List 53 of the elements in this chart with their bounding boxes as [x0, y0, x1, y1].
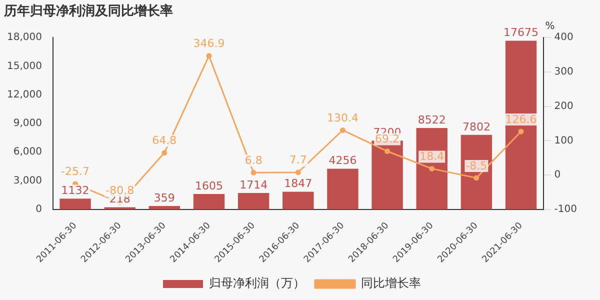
data-label: 126.6	[505, 112, 537, 126]
point	[340, 127, 346, 133]
y-tick-label: 15,000	[6, 60, 42, 72]
y2-tick-label: 400	[554, 32, 574, 44]
data-label: 69.2	[375, 132, 400, 146]
legend-label: 同比增长率	[361, 276, 421, 290]
bar	[238, 193, 270, 210]
data-label: 4256	[328, 154, 357, 168]
data-label: 6.8	[244, 154, 262, 168]
data-label: 7.7	[289, 154, 307, 167]
bar	[505, 40, 537, 210]
data-label: -80.8	[106, 184, 134, 198]
point	[250, 170, 256, 176]
bar	[60, 198, 91, 210]
y2-tick-label: 300	[554, 66, 574, 78]
y-tick-label: 18,000	[6, 32, 42, 44]
data-label: -25.7	[61, 165, 90, 178]
y-tick-label: 9,000	[13, 118, 42, 130]
data-label: 7802	[462, 120, 490, 134]
data-label: -8.5	[466, 159, 488, 172]
data-label: 1714	[240, 178, 268, 192]
y-tick-label: 3,000	[13, 175, 42, 186]
data-label: 17675	[504, 26, 539, 40]
data-label: 8522	[418, 113, 446, 126]
y2-tick-label: 100	[554, 135, 574, 146]
data-label: 1847	[284, 177, 312, 190]
y-tick-label: 12,000	[6, 89, 42, 100]
data-label: 18.4	[420, 150, 444, 164]
data-label: 359	[154, 191, 175, 204]
y-tick-label: 0	[36, 204, 42, 215]
point	[518, 128, 524, 134]
data-label: 64.8	[152, 134, 177, 148]
bar	[327, 168, 358, 210]
data-label: 218	[109, 192, 130, 206]
bar	[193, 194, 225, 210]
point	[162, 150, 168, 156]
point	[384, 148, 390, 154]
chart-title: 历年归母净利润及同比增长率	[3, 3, 173, 20]
y2-tick-label: -100	[554, 204, 578, 215]
bar	[282, 192, 314, 210]
data-label: 1605	[195, 179, 223, 192]
y-tick-label: 6,000	[13, 146, 42, 158]
data-label: 130.4	[326, 112, 358, 125]
data-label: 346.9	[193, 37, 225, 50]
point	[206, 53, 212, 59]
point	[429, 166, 435, 172]
legend-label: 归母净利润（万）	[209, 276, 305, 290]
data-label: 1132	[61, 184, 90, 197]
y2-axis-title: %	[545, 21, 555, 32]
point	[474, 175, 480, 181]
point	[295, 170, 301, 176]
y2-tick-label: 200	[554, 100, 574, 112]
y2-tick-label: 0	[554, 170, 561, 181]
